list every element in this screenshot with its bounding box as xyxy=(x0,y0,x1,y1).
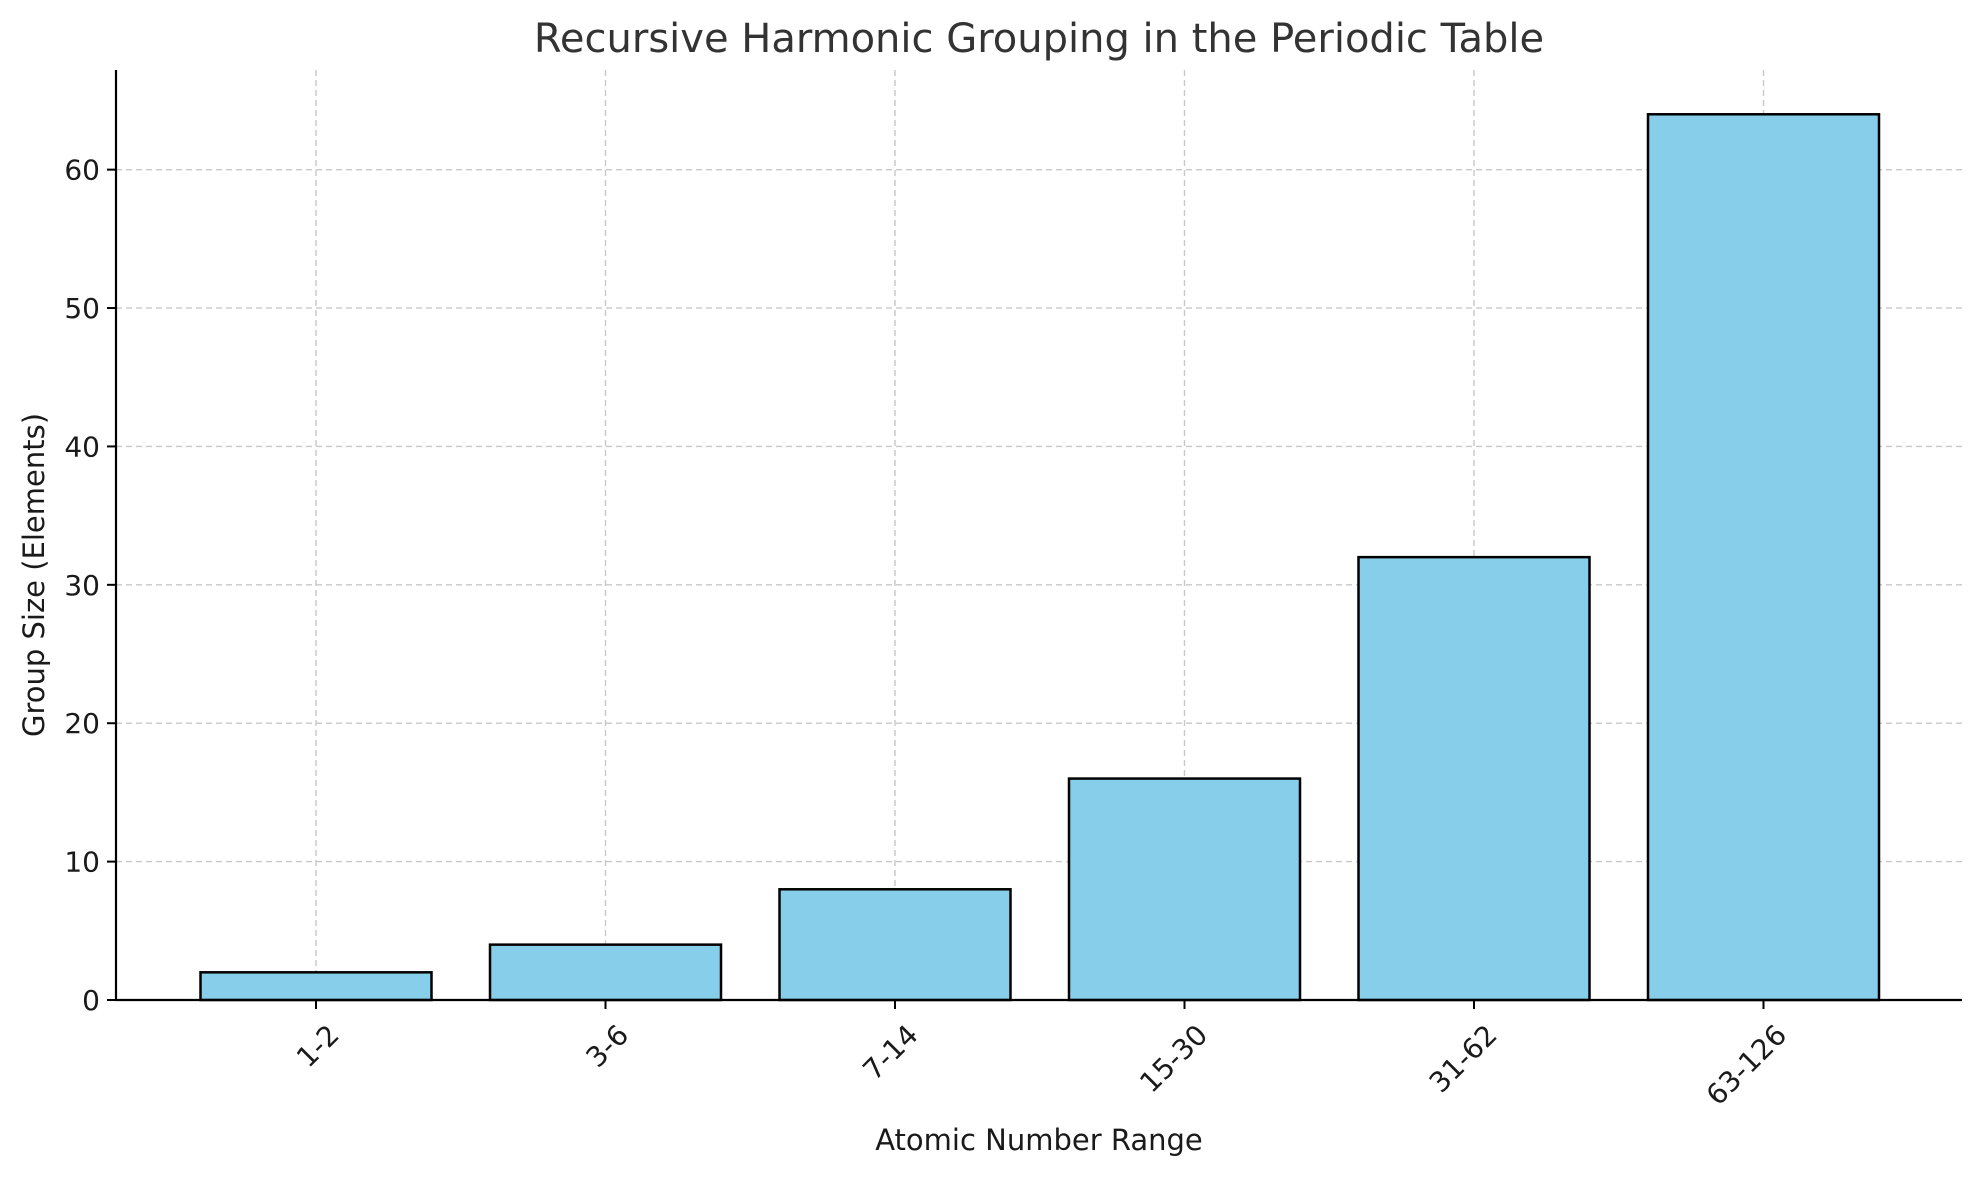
axis-layer xyxy=(114,70,1962,1002)
y-tick-label: 10 xyxy=(64,846,100,879)
chart-title: Recursive Harmonic Grouping in the Perio… xyxy=(534,16,1544,62)
y-tick-label: 30 xyxy=(64,569,100,602)
grid-layer xyxy=(116,70,1962,1000)
x-tick-label: 7-14 xyxy=(856,1018,924,1086)
x-tick-label: 15-30 xyxy=(1133,1018,1214,1099)
bar-7-14 xyxy=(778,888,1012,1002)
y-tick-label: 60 xyxy=(64,154,100,187)
bar-3-6 xyxy=(488,943,723,1002)
x-tick-label: 63-126 xyxy=(1700,1018,1793,1111)
x-tick-label: 3-6 xyxy=(579,1018,635,1074)
x-tick-label: 31-62 xyxy=(1423,1018,1504,1099)
y-axis-label: Group Size (Elements) xyxy=(17,413,51,737)
bar-1-2 xyxy=(199,971,433,1002)
bar-31-62 xyxy=(1357,555,1591,1002)
y-tick-label: 0 xyxy=(82,984,100,1017)
x-tick-label: 1-2 xyxy=(290,1018,346,1074)
y-tick-label: 20 xyxy=(64,707,100,740)
x-axis-label: Atomic Number Range xyxy=(875,1123,1203,1157)
y-tick-label: 50 xyxy=(64,292,100,325)
y-tick-label: 40 xyxy=(64,430,100,463)
bar-15-30 xyxy=(1067,777,1302,1002)
bar-layer xyxy=(199,113,1881,1002)
bar-63-126 xyxy=(1646,113,1881,1002)
